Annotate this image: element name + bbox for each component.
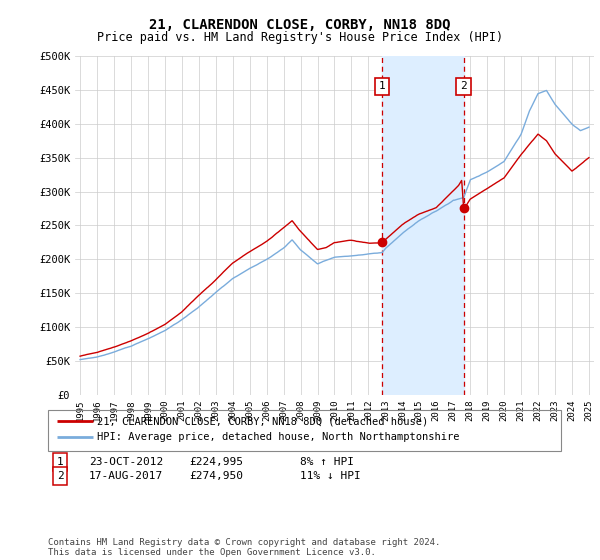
Text: Contains HM Land Registry data © Crown copyright and database right 2024.
This d: Contains HM Land Registry data © Crown c…: [48, 538, 440, 557]
Text: 11% ↓ HPI: 11% ↓ HPI: [300, 471, 361, 481]
Bar: [382, 56, 464, 395]
Text: £224,995: £224,995: [189, 457, 243, 467]
Text: 1: 1: [57, 457, 64, 467]
Text: 2: 2: [57, 471, 64, 481]
Text: HPI: Average price, detached house, North Northamptonshire: HPI: Average price, detached house, Nort…: [97, 432, 460, 442]
Text: 21, CLARENDON CLOSE, CORBY, NN18 8DQ (detached house): 21, CLARENDON CLOSE, CORBY, NN18 8DQ (de…: [97, 416, 428, 426]
Text: 2: 2: [460, 82, 467, 91]
Text: 21, CLARENDON CLOSE, CORBY, NN18 8DQ: 21, CLARENDON CLOSE, CORBY, NN18 8DQ: [149, 18, 451, 32]
Text: 17-AUG-2017: 17-AUG-2017: [89, 471, 163, 481]
Text: 8% ↑ HPI: 8% ↑ HPI: [300, 457, 354, 467]
Text: 1: 1: [379, 82, 386, 91]
Text: £274,950: £274,950: [189, 471, 243, 481]
Text: Price paid vs. HM Land Registry's House Price Index (HPI): Price paid vs. HM Land Registry's House …: [97, 31, 503, 44]
Text: 23-OCT-2012: 23-OCT-2012: [89, 457, 163, 467]
